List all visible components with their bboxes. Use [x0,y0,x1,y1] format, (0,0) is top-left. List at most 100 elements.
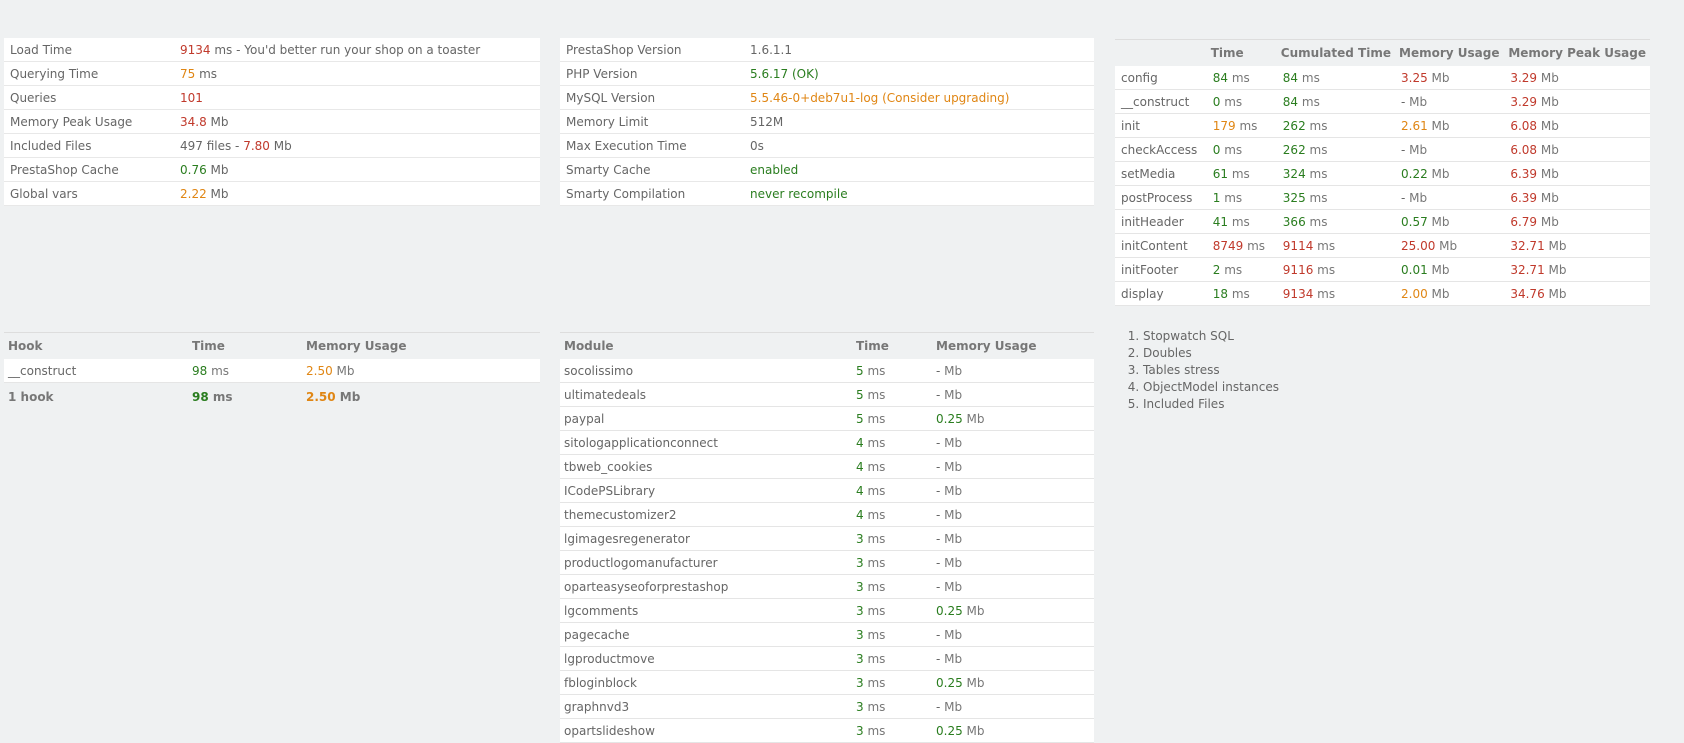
link-doubles[interactable]: Doubles [1143,345,1279,362]
mysql-version-label: MySQL Version [560,85,744,110]
unit-text: Mb [1537,214,1559,229]
table-header-row: Hook Time Memory Usage [4,332,540,360]
table-row: Memory Limit 512M [560,109,1094,134]
hook-memory: 2.50 [306,363,333,378]
module-memory: 0.25 [936,411,963,426]
table-row: postProcess 1 ms 325 ms - Mb 6.39 Mb [1115,185,1650,210]
included-files-count: 497 files - [180,138,244,153]
table-row: opartslideshow 3 ms 0.25 Mb [560,718,1094,743]
module-memory: 0.25 [936,675,963,690]
module-name: fbloginblock [560,670,852,695]
cache-unit: Mb [206,162,229,177]
querying-time-value: 75 [180,66,196,81]
step-memory-peak: 6.79 [1510,214,1538,229]
step-memory-peak: 6.39 [1510,190,1538,205]
step-cumulated-time: 84 [1282,94,1299,109]
hooks-total-mem: 2.50 [306,390,336,404]
global-vars-unit: Mb [206,186,229,201]
smarty-cache-label: Smarty Cache [560,157,744,182]
memory-peak-value: 34.8 [180,114,207,129]
unit-text: Mb [940,483,963,498]
module-memory: - [936,363,941,378]
step-time: 0 [1212,94,1221,109]
step-memory: 0.01 [1401,262,1428,277]
link-included-files[interactable]: Included Files [1143,396,1279,413]
column-header: Time [192,339,225,353]
unit-text: Mb [940,507,963,522]
module-name: pagecache [560,622,852,647]
table-row: lgproductmove 3 ms - Mb [560,646,1094,671]
table-row: oparteasyseoforprestashop 3 ms - Mb [560,574,1094,599]
step-time: 84 [1212,70,1229,85]
link-objectmodel-instances[interactable]: ObjectModel instances [1143,379,1279,396]
unit-text: Mb [1537,94,1559,109]
hooks-total-row: 1 hook 98 ms 2.50 Mb [4,382,540,411]
column-header: Time [1210,46,1244,60]
step-time: 61 [1212,166,1229,181]
hook-name: __construct [4,359,188,383]
step-name: display [1115,281,1207,306]
unit-text: ms [1305,166,1328,181]
unit-text: Mb [1427,262,1450,277]
hook-time: 98 [192,363,208,378]
unit-text: Mb [1405,190,1428,205]
unit-text: Mb [962,603,985,618]
unit-text: ms [863,675,886,690]
module-time: 3 [856,675,864,690]
stopwatch-table: Time Cumulated Time Memory Usage Memory … [1115,39,1650,306]
column-header: Cumulated Time [1280,46,1391,60]
step-name: initContent [1115,233,1207,258]
step-memory-peak: 6.08 [1510,118,1538,133]
unit-text: Mb [1537,190,1559,205]
queries-label: Queries [4,85,174,110]
unit-text: ms [863,459,886,474]
unit-text: Mb [1537,166,1559,181]
link-tables-stress[interactable]: Tables stress [1143,362,1279,379]
step-memory-peak: 32.71 [1510,238,1545,253]
included-files-label: Included Files [4,133,174,158]
unit-text: ms [1220,142,1243,157]
unit-text: ms [863,483,886,498]
table-row: __construct 0 ms 84 ms - Mb 3.29 Mb [1115,89,1650,114]
table-header-row: Module Time Memory Usage [560,332,1094,360]
step-memory: 0.57 [1401,214,1428,229]
table-row: ultimatedeals 5 ms - Mb [560,382,1094,407]
table-row: display 18 ms 9134 ms 2.00 Mb 34.76 Mb [1115,281,1650,306]
step-memory-peak: 34.76 [1510,286,1545,301]
column-header: Module [564,339,614,353]
unit-text: Mb [1435,238,1458,253]
table-row: MySQL Version 5.5.46-0+deb7u1-log (Consi… [560,85,1094,110]
module-name: ICodePSLibrary [560,478,852,503]
unit-text: ms [1305,214,1328,229]
unit-text: ms [1313,262,1336,277]
php-version-value: 5.6.17 (OK) [744,61,1094,86]
table-row: initFooter 2 ms 9116 ms 0.01 Mb 32.71 Mb [1115,257,1650,282]
included-files-unit: Mb [269,138,292,153]
memory-peak-unit: Mb [206,114,229,129]
memory-peak-label: Memory Peak Usage [4,109,174,134]
ps-version-value: 1.6.1.1 [744,38,1094,62]
step-cumulated-time: 84 [1282,70,1299,85]
unit-text: Mb [1537,70,1559,85]
unit-text: Mb [940,651,963,666]
modules-table: Module Time Memory Usage socolissimo 5 ms… [560,332,1094,743]
unit-text: Mb [1537,142,1559,157]
step-cumulated-time: 325 [1282,190,1306,205]
modules-rows: socolissimo 5 ms - Mb ultimatedeals 5 ms - Mb… [560,359,1094,743]
ps-version-label: PrestaShop Version [560,38,744,62]
unit-text: ms [863,723,886,738]
hooks-total-time: 98 [192,390,209,404]
unit-text: Mb [940,699,963,714]
unit-text: ms [1305,118,1328,133]
link-stopwatch-sql[interactable]: Stopwatch SQL [1143,328,1279,345]
step-name: checkAccess [1115,137,1207,162]
module-name: lgimagesregenerator [560,526,852,551]
step-time: 0 [1212,142,1221,157]
module-memory: - [936,507,941,522]
smarty-compilation-value: never recompile [744,181,1094,206]
unit-text: ms [1228,70,1250,85]
load-time-suffix: ms - You'd better run your shop on a toa… [210,42,481,57]
unit-text: Mb [1544,262,1567,277]
column-header [1115,40,1207,67]
unit-text: Mb [1427,214,1450,229]
